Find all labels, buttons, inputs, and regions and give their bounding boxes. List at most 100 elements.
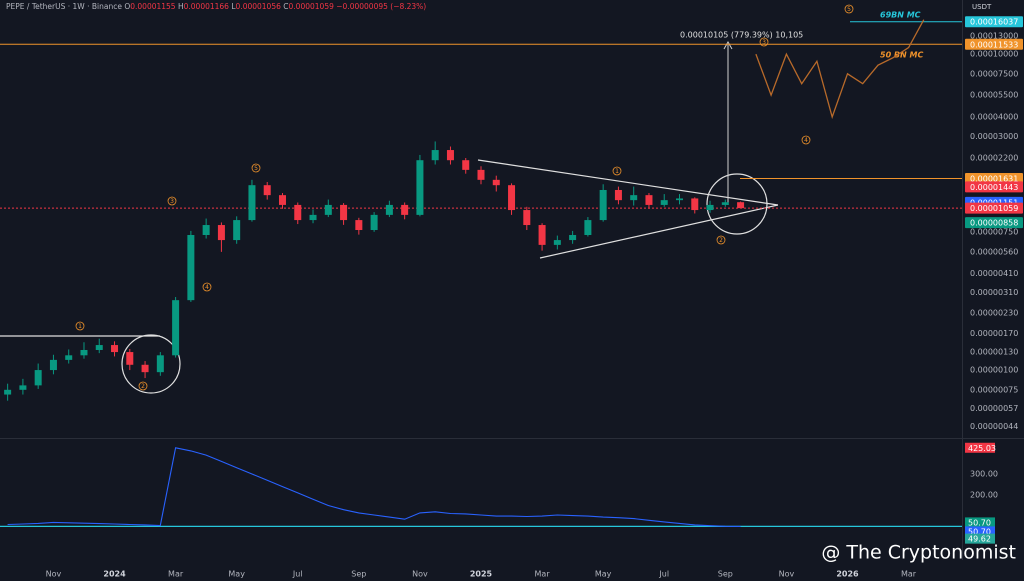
candle-body [401, 204, 409, 215]
market-cap-label: 50 BN MC [880, 51, 923, 60]
y-tick-label: 200.00 [970, 491, 998, 500]
x-tick-label: May [595, 570, 612, 579]
wave-label: 5 [254, 165, 258, 172]
x-tick-label: Nov [412, 570, 428, 579]
y-tick-label: 0.00010000 [970, 50, 1018, 59]
x-tick-label: Jul [658, 570, 669, 579]
price-label: 0.00001059 [970, 204, 1018, 213]
y-tick-label: 0.00000230 [970, 308, 1018, 317]
indicator-line [7, 447, 741, 527]
y-tick-label: 0.00005500 [970, 91, 1018, 100]
value-label-box [965, 526, 995, 537]
y-tick-label: 0.00000750 [970, 227, 1018, 236]
wave-label: 3 [762, 39, 766, 46]
candle-body [4, 389, 12, 395]
candle-body [492, 179, 500, 186]
candle-body [217, 225, 225, 241]
x-tick-label: 2024 [103, 570, 126, 579]
projection-line [755, 19, 925, 120]
wave-marker [202, 282, 212, 292]
value-label: 49.62 [968, 535, 991, 544]
candle-body [477, 169, 485, 180]
triangle-lower [539, 204, 779, 259]
price-label-box [965, 173, 1023, 185]
candle-body [324, 204, 332, 215]
candle-body [248, 185, 256, 221]
ohlc-value: 0.00001056 [236, 2, 282, 11]
price-label-box [965, 202, 1023, 214]
measure-arrowhead [723, 40, 733, 50]
candle-body [278, 195, 286, 205]
wave-label: 4 [804, 137, 808, 144]
candle-body [553, 240, 561, 245]
plot: 0.00013000 0.00010000 0.00007500 0.00005500… [0, 4, 1023, 579]
candle-body [462, 160, 470, 170]
candle-body [416, 160, 424, 215]
y-tick-label: 0.00000100 [970, 366, 1018, 375]
ohlc-prefix: O [124, 2, 130, 11]
wave-marker [844, 4, 854, 14]
y-tick-label: 0.00013000 [970, 32, 1018, 41]
wave-marker [801, 135, 811, 145]
measure-label: 0.00010105 (779.39%) 10,105 [680, 31, 803, 40]
candle-body [172, 300, 180, 356]
candle-body [80, 349, 88, 356]
value-label: 50.70 [968, 518, 991, 527]
y-tick-label: 0.00000170 [970, 329, 1018, 338]
y-tick-label: 0.00000075 [970, 385, 1018, 394]
x-tick-label: Sep [718, 570, 733, 579]
value-label-box [965, 517, 995, 528]
candle-body [187, 235, 195, 301]
candle-body [599, 189, 607, 221]
price-label: 0.00001631 [970, 175, 1018, 184]
y-tick-label: 0.00000410 [970, 269, 1018, 278]
wave-marker [759, 37, 769, 47]
y-tick-label: 0.00000310 [970, 288, 1018, 297]
y-tick-label: 0.00000057 [970, 404, 1018, 413]
candle-body [126, 352, 134, 365]
y-tick-label: 0.00007500 [970, 69, 1018, 78]
candle-body [309, 214, 317, 221]
y-tick-label: 0.00002200 [970, 153, 1018, 162]
candle-body [355, 220, 363, 231]
wave-label: 5 [847, 6, 851, 13]
candle-body [263, 185, 271, 196]
value-label-box [965, 533, 995, 544]
x-tick-label: Nov [779, 570, 795, 579]
wave-label: 1 [78, 323, 82, 330]
highlight-circle [706, 173, 768, 235]
value-label: 425.03 [968, 444, 996, 453]
price-label: 0.00011533 [970, 40, 1018, 49]
chart-header: PEPE / TetherUS · 1W · Binance O0.000011… [6, 2, 426, 11]
ohlc-value: 0.00001155 [130, 2, 176, 11]
price-label: 0.00000858 [970, 219, 1018, 228]
y-tick-label: 0.00004000 [970, 112, 1018, 121]
wave-marker [167, 196, 177, 206]
value-label-box [965, 442, 995, 453]
wave-marker [251, 163, 261, 173]
y-tick-label: 0.00000044 [970, 422, 1018, 431]
wave-label: 2 [719, 237, 723, 244]
highlight-circle [121, 334, 181, 394]
y-tick-label: 0.00003000 [970, 132, 1018, 141]
candle-body [446, 150, 454, 161]
candle-body [523, 210, 531, 226]
candle-body [294, 204, 302, 221]
candle-body [614, 189, 622, 201]
price-label-box [965, 181, 1023, 193]
x-tick-label: Mar [901, 570, 917, 579]
wave-marker [716, 235, 726, 245]
watermark: @ The Cryptonomist [821, 542, 1016, 564]
y-tick-label: 0.00000130 [970, 348, 1018, 357]
change-value: −0.00000095 (−8.23%) [336, 2, 426, 11]
wave-label: 1 [615, 168, 619, 175]
price-label-box [965, 217, 1023, 229]
candle-body [65, 355, 73, 360]
ohlc-prefix: H [178, 2, 184, 11]
candle-body [431, 150, 439, 161]
candle-body [111, 345, 119, 353]
x-tick-label: 2026 [836, 570, 859, 579]
candle-body [538, 225, 546, 245]
candle-body [202, 225, 210, 236]
price-label: 0.00001443 [970, 183, 1018, 192]
